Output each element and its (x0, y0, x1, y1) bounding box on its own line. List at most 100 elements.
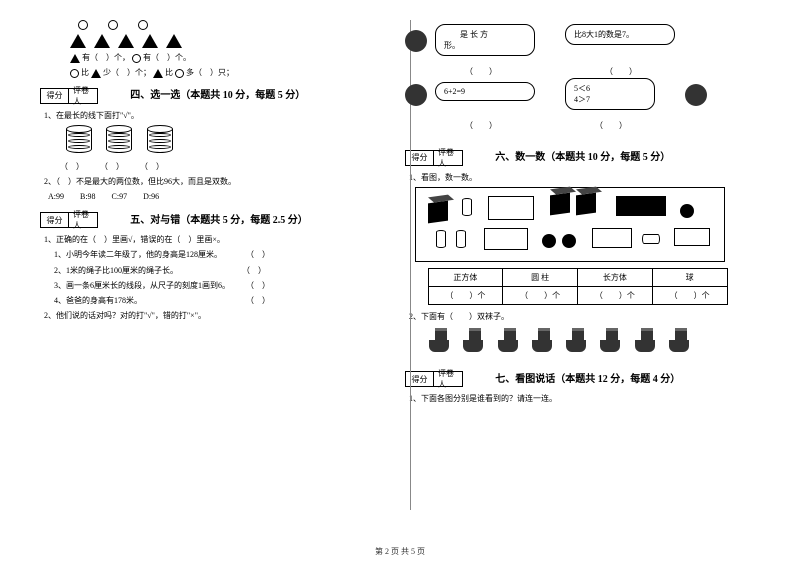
cylinder-row (60, 125, 385, 157)
circle-row (78, 20, 385, 30)
score-label: 得分 (41, 89, 69, 103)
circle-icon (175, 69, 184, 78)
triangle-icon (70, 54, 80, 63)
q6-1: 1、看图，数一数。 (409, 172, 750, 183)
sock-icon (635, 328, 659, 354)
cylinder-icon (147, 125, 173, 155)
q4-2-opts: A:99 B:98 C:97 D:96 (48, 191, 385, 202)
q5-1: 1、正确的在（ ）里画√，错误的在（ ）里画×。 (44, 234, 385, 245)
paren-2: （ ） (605, 66, 637, 77)
td-cube: （ ）个 (428, 286, 503, 304)
ball-icon (680, 204, 694, 218)
cuboid-icon (484, 228, 528, 250)
score-box: 得分 评卷人 (405, 150, 463, 166)
q5-2: 2、他们说的话对吗？对的打"√"，错的打"×"。 (44, 310, 385, 321)
text: 有（ ）个。 (143, 53, 191, 62)
ball-icon (562, 234, 576, 248)
q4-1-opts: （ ） （ ） （ ） (60, 161, 385, 172)
score-box: 得分 评卷人 (405, 371, 463, 387)
bubble-4a: 5＜6 (574, 83, 646, 94)
triangle-icon (70, 34, 86, 48)
cuboid-icon (674, 228, 710, 246)
bubble-2: 比8大1的数是7。 (565, 24, 675, 45)
cube-icon (428, 200, 448, 223)
paren-1: （ ） (465, 66, 497, 77)
cylinder-icon (106, 125, 132, 155)
marker-label: 评卷人 (434, 151, 462, 165)
cylinder-icon (462, 198, 472, 216)
sock-icon (498, 328, 522, 354)
circle-icon (70, 69, 79, 78)
th-cuboid: 长方体 (578, 268, 653, 286)
circle-icon (138, 20, 148, 30)
face-icon (405, 30, 427, 52)
triangle-icon (118, 34, 134, 48)
shapes-box (415, 187, 725, 262)
section-6-title: 六、数一数（本题共 10 分，每题 5 分） (495, 148, 670, 163)
score-box: 得分 评卷人 (40, 88, 98, 104)
q4-2: 2、（ ）不是最大的两位数，但比96大，而且是双数。 (44, 176, 385, 187)
score-label: 得分 (41, 213, 69, 227)
right-column: 是 长 方 形。 比8大1的数是7。 （ ） （ ） 6+2=9 5＜6 4＞7… (405, 20, 750, 409)
q5-1-3: 3、画一条6厘米长的线段，从尺子的刻度1画到6。 （ ） (54, 280, 385, 291)
text: 有（ ）个， (82, 53, 130, 62)
sock-icon (532, 328, 556, 354)
speech-bubbles-area: 是 长 方 形。 比8大1的数是7。 （ ） （ ） 6+2=9 5＜6 4＞7… (405, 20, 750, 140)
page-footer: 第 2 页 共 5 页 (0, 546, 800, 557)
th-cube: 正方体 (428, 268, 503, 286)
q4-1: 1、在最长的线下面打"√"。 (44, 110, 385, 121)
paren-3: （ ） (465, 120, 497, 131)
sock-icon (600, 328, 624, 354)
sock-icon (463, 328, 487, 354)
shape-text-2: 比 少（ ）个； 比 多（ ）只； (70, 67, 385, 78)
text: 比 (165, 68, 173, 77)
section-7-header: 得分 评卷人 七、看图说话（本题共 12 分，每题 4 分） (405, 370, 750, 390)
section-5-header: 得分 评卷人 五、对与错（本题共 5 分，每题 2.5 分） (40, 211, 385, 231)
cuboid-icon (616, 196, 666, 216)
triangle-icon (142, 34, 158, 48)
q6-2: 2、下面有（ ）双袜子。 (409, 311, 750, 322)
text: 比 (81, 68, 89, 77)
sock-icon (669, 328, 693, 354)
text: 多（ ）只； (186, 68, 234, 77)
td-cuboid: （ ）个 (578, 286, 653, 304)
triangle-row (70, 34, 385, 48)
face-icon (685, 84, 707, 106)
paren-4: （ ） (595, 120, 627, 131)
q5-1-2: 2、1米的绳子比100厘米的绳子长。 （ ） (54, 265, 385, 276)
td-ball: （ ）个 (652, 286, 727, 304)
circle-icon (132, 54, 141, 63)
marker-label: 评卷人 (69, 213, 97, 227)
circle-icon (108, 20, 118, 30)
marker-label: 评卷人 (434, 372, 462, 386)
face-icon (405, 84, 427, 106)
bubble-3: 6+2=9 (435, 82, 535, 101)
cube-icon (550, 192, 570, 215)
triangle-icon (153, 69, 163, 78)
score-box: 得分 评卷人 (40, 212, 98, 228)
cuboid-icon (592, 228, 632, 248)
sock-icon (429, 328, 453, 354)
q7-1: 1、下面各图分别是谁看到的？请连一连。 (409, 393, 750, 404)
circle-icon (78, 20, 88, 30)
cube-icon (576, 192, 596, 215)
cuboid-icon (488, 196, 534, 220)
td-cylinder: （ ）个 (503, 286, 578, 304)
th-cylinder: 圆 柱 (503, 268, 578, 286)
triangle-icon (94, 34, 110, 48)
ball-icon (542, 234, 556, 248)
count-table: 正方体 圆 柱 长方体 球 （ ）个 （ ）个 （ ）个 （ ）个 (428, 268, 728, 305)
q5-1-1: 1、小明今年读二年级了，他的身高是128厘米。 （ ） (54, 249, 385, 260)
sock-icon (566, 328, 590, 354)
socks-row (425, 326, 750, 358)
cylinder-icon (456, 230, 466, 248)
bubble-4b: 4＞7 (574, 94, 646, 105)
text: 少（ ）个； (103, 68, 151, 77)
left-column: 有（ ）个， 有（ ）个。 比 少（ ）个； 比 多（ ）只； 得分 评卷人 四… (40, 20, 385, 409)
section-4-header: 得分 评卷人 四、选一选（本题共 10 分，每题 5 分） (40, 86, 385, 106)
cylinder-icon (436, 230, 446, 248)
section-6-header: 得分 评卷人 六、数一数（本题共 10 分，每题 5 分） (405, 148, 750, 168)
shape-text-1: 有（ ）个， 有（ ）个。 (70, 52, 385, 63)
bubble-1: 是 长 方 形。 (435, 24, 535, 56)
cylinder-icon (66, 125, 92, 155)
